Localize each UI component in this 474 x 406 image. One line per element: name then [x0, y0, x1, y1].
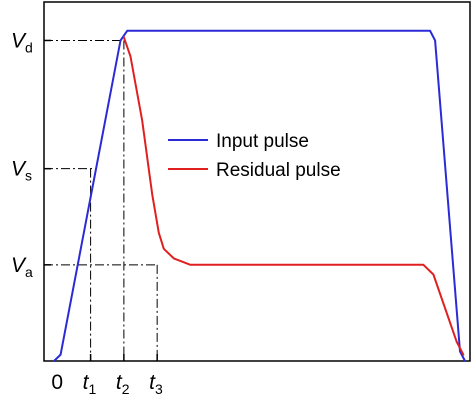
legend: Input pulse Residual pulse — [168, 131, 341, 181]
x-tick-label: t3 — [149, 371, 163, 397]
plot-frame — [43, 1, 471, 362]
residual-pulse-line — [122, 36, 465, 356]
x-tick-labels: 0 t1 t2 t3 — [51, 371, 163, 397]
y-tick-label: Va — [11, 254, 33, 280]
y-tick-label: Vs — [11, 158, 32, 184]
input-pulse-line — [53, 29, 466, 362]
y-tick-labels: Va Vs Vd — [11, 29, 33, 279]
legend-label: Residual pulse — [216, 160, 341, 181]
x-tick-label: t2 — [116, 371, 130, 397]
y-tick-label: Vd — [11, 29, 33, 55]
axis-ticks — [44, 39, 158, 361]
x-tick-label: 0 — [51, 371, 63, 394]
x-tick-label: t1 — [83, 371, 97, 397]
legend-label: Input pulse — [216, 131, 309, 152]
series-lines — [53, 29, 466, 362]
reference-lines — [44, 39, 158, 361]
